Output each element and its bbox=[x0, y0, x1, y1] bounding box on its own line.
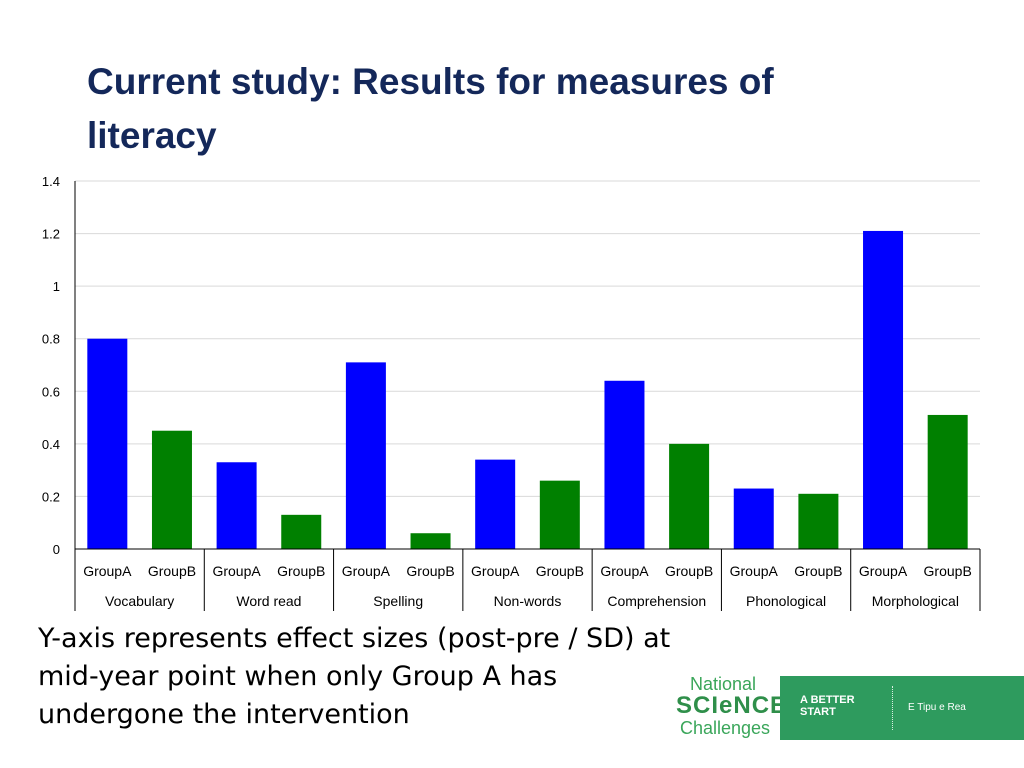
y-tick-label: 0.8 bbox=[42, 332, 60, 347]
logo-wordmark: National SCIeNCE Challenges bbox=[668, 668, 786, 746]
bar-groupb-vocabulary bbox=[151, 430, 192, 549]
y-tick-label: 1 bbox=[53, 279, 60, 294]
y-tick-label: 0.4 bbox=[42, 437, 60, 452]
series-label: GroupA bbox=[212, 563, 261, 579]
category-label: Morphological bbox=[872, 593, 959, 609]
chart-caption: Y-axis represents effect sizes (post-pre… bbox=[38, 623, 671, 730]
chart-bars bbox=[87, 230, 968, 549]
y-tick-label: 0 bbox=[53, 542, 60, 557]
category-label: Phonological bbox=[746, 593, 826, 609]
series-label: GroupA bbox=[83, 563, 132, 579]
bar-groupb-non-words bbox=[539, 480, 580, 549]
category-label: Spelling bbox=[373, 593, 423, 609]
series-label: GroupB bbox=[277, 563, 325, 579]
bar-groupb-morphological bbox=[927, 414, 968, 549]
bar-groupb-spelling bbox=[410, 533, 451, 549]
page-title: Current study: Results for measures of l… bbox=[87, 61, 774, 156]
category-label: Comprehension bbox=[607, 593, 706, 609]
bar-groupb-comprehension bbox=[669, 443, 710, 549]
y-tick-label: 0.2 bbox=[42, 489, 60, 504]
series-label: GroupA bbox=[471, 563, 520, 579]
bar-groupb-word-read bbox=[281, 514, 322, 549]
y-tick-label: 1.2 bbox=[42, 227, 60, 242]
series-label: GroupA bbox=[730, 563, 779, 579]
bar-groupa-non-words bbox=[475, 459, 516, 549]
logo-line-national: National bbox=[690, 674, 757, 694]
bar-groupa-phonological bbox=[733, 488, 774, 549]
category-label: Non-words bbox=[494, 593, 562, 609]
logo-band: A BETTER START E Tipu e Rea bbox=[780, 676, 1024, 740]
series-label: GroupB bbox=[536, 563, 584, 579]
national-science-challenges-logo: National SCIeNCE Challenges A BETTER STA… bbox=[668, 668, 1024, 746]
series-label: GroupB bbox=[148, 563, 196, 579]
series-label: GroupA bbox=[342, 563, 391, 579]
bar-groupa-word-read bbox=[216, 462, 257, 549]
bar-groupa-vocabulary bbox=[87, 338, 128, 549]
bar-groupa-spelling bbox=[345, 362, 386, 549]
y-tick-label: 0.6 bbox=[42, 384, 60, 399]
series-label: GroupB bbox=[794, 563, 842, 579]
bar-groupa-morphological bbox=[863, 230, 904, 549]
y-tick-label: 1.4 bbox=[42, 174, 60, 189]
logo-divider bbox=[892, 686, 893, 730]
logo-tagline: A BETTER START bbox=[800, 694, 855, 718]
bar-groupb-phonological bbox=[798, 493, 839, 549]
series-label: GroupA bbox=[859, 563, 908, 579]
bar-groupa-comprehension bbox=[604, 380, 645, 549]
chart-gridlines bbox=[75, 180, 980, 497]
logo-line-science: SCIeNCE bbox=[676, 692, 788, 719]
category-label: Vocabulary bbox=[105, 593, 174, 609]
x-axis-labels: GroupA GroupB Vocabulary GroupA GroupB Word r… bbox=[74, 549, 981, 611]
series-label: GroupB bbox=[665, 563, 713, 579]
series-label: GroupB bbox=[406, 563, 454, 579]
series-label: GroupA bbox=[600, 563, 649, 579]
series-label: GroupB bbox=[924, 563, 972, 579]
category-label: Word read bbox=[236, 593, 301, 609]
logo-line-challenges: Challenges bbox=[680, 718, 771, 738]
logo-maori-text: E Tipu e Rea bbox=[908, 702, 966, 713]
y-axis-ticks: 0 0.2 0.4 0.6 0.8 1 1.2 1.4 bbox=[42, 174, 60, 557]
